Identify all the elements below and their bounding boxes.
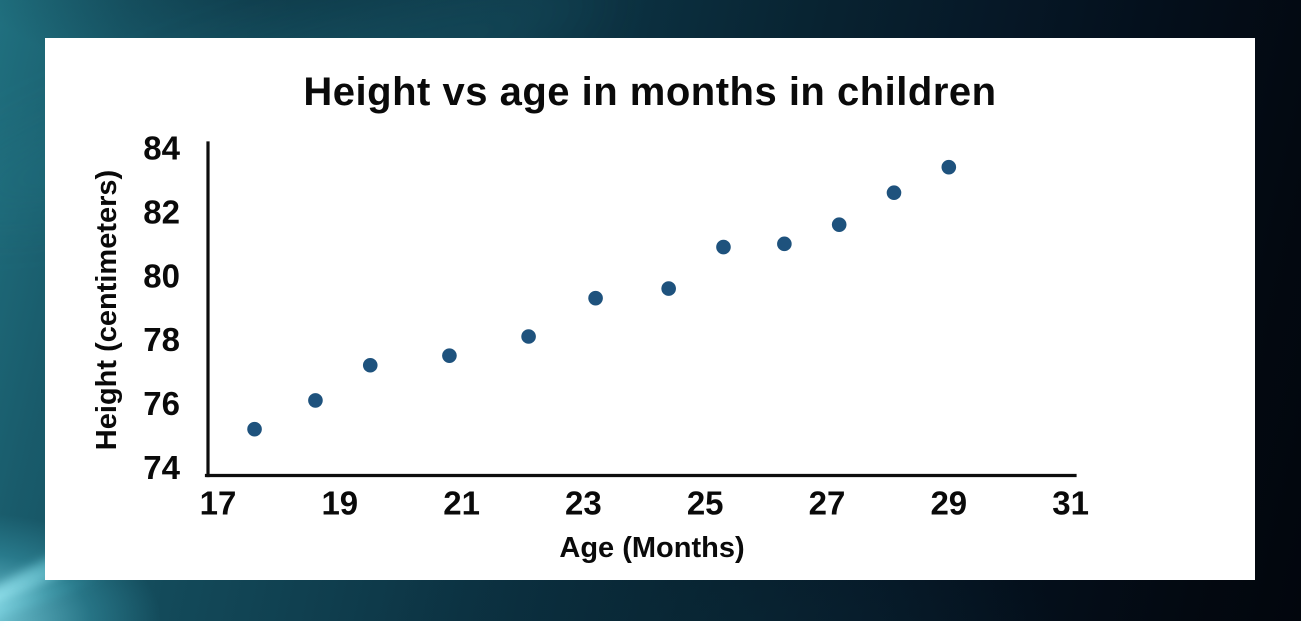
- y-tick-label: 78: [143, 321, 180, 358]
- x-tick-label: 23: [565, 485, 602, 522]
- data-point: [362, 357, 378, 373]
- data-point: [716, 239, 731, 255]
- data-point: [777, 236, 792, 252]
- y-axis-label: Height (centimeters): [91, 170, 123, 450]
- x-tick-label: 27: [809, 485, 846, 522]
- data-point: [661, 281, 676, 296]
- data-point: [521, 329, 536, 344]
- data-point: [308, 393, 323, 408]
- data-point: [247, 421, 262, 437]
- data-point: [886, 185, 902, 201]
- y-tick-label: 74: [143, 449, 180, 486]
- x-tick-label: 21: [443, 485, 480, 522]
- x-tick-labels: 17 19 21 23 25 27 29 31: [200, 485, 1089, 522]
- y-tick-label: 82: [143, 193, 180, 230]
- chart-title: Height vs age in months in children: [303, 70, 996, 114]
- x-axis-label: Age (Months): [559, 532, 744, 564]
- y-tick-labels: 84 82 80 78 76 74: [143, 130, 180, 487]
- data-point: [588, 290, 603, 306]
- x-tick-label: 31: [1052, 485, 1089, 522]
- scatter-chart: Height vs age in months in children Heig…: [91, 70, 1089, 564]
- y-tick-label: 80: [143, 257, 180, 294]
- x-tick-label: 29: [930, 485, 967, 522]
- chart-card: Height vs age in months in children Heig…: [45, 38, 1255, 580]
- data-point: [831, 217, 847, 232]
- data-point: [941, 159, 957, 175]
- x-tick-label: 25: [687, 485, 724, 522]
- x-tick-label: 17: [200, 485, 237, 522]
- data-point: [442, 348, 457, 363]
- data-points: [247, 159, 957, 437]
- y-tick-label: 76: [143, 385, 180, 422]
- y-tick-label: 84: [143, 130, 180, 167]
- x-tick-label: 19: [321, 485, 358, 522]
